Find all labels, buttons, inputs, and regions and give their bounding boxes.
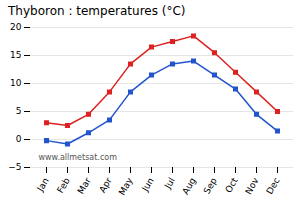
svg-text:Mar: Mar <box>76 176 93 196</box>
svg-text:Feb: Feb <box>55 176 72 195</box>
html-text:Thyboron : temperatures (°C): Thyboron : temperatures (°C) <box>8 4 186 18</box>
svg-text:Jan: Jan <box>35 176 51 194</box>
svg-text:www.allmetsat.com: www.allmetsat.com <box>39 153 118 162</box>
svg-text:Jun: Jun <box>140 176 156 194</box>
svg-text:20: 20 <box>10 22 22 32</box>
svg-text:10: 10 <box>10 78 22 88</box>
svg-text:Oct: Oct <box>223 176 240 195</box>
svg-text:15: 15 <box>10 50 21 60</box>
svg-text:Aug: Aug <box>180 176 197 196</box>
svg-text:0: 0 <box>16 134 22 144</box>
svg-text:5: 5 <box>16 106 22 116</box>
svg-text:−5: −5 <box>8 162 21 172</box>
svg-text:Jul: Jul <box>162 176 177 191</box>
svg-text:Nov: Nov <box>243 175 261 196</box>
svg-text:Apr: Apr <box>97 176 114 195</box>
svg-text:Sep: Sep <box>202 176 219 196</box>
svg-text:Dec: Dec <box>264 176 281 196</box>
svg-text:May: May <box>117 175 135 197</box>
